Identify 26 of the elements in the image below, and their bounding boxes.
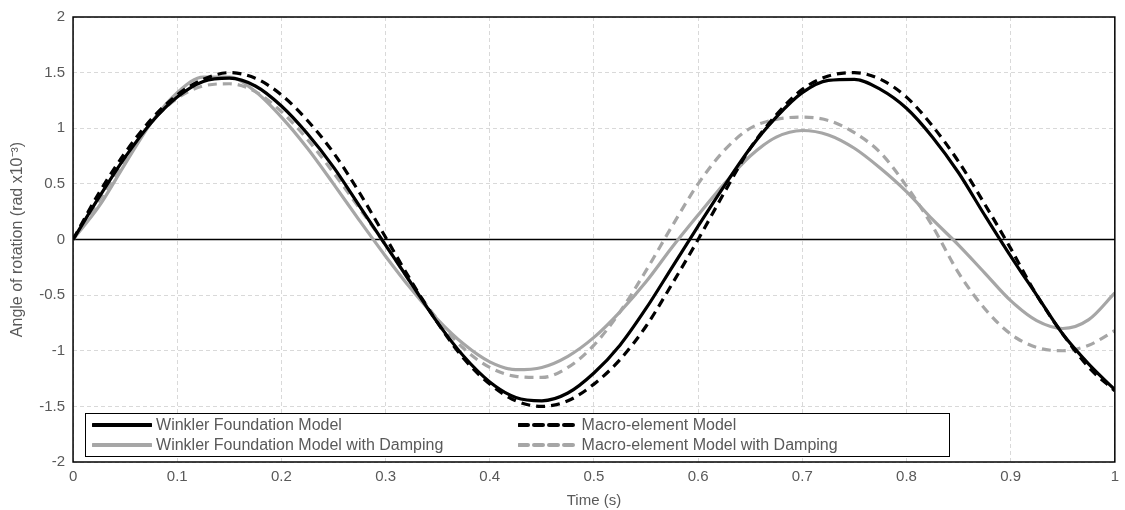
- x-tick-label: 0.5: [583, 467, 605, 485]
- y-tick-label: 1: [56, 118, 66, 136]
- y-tick-label: 0.5: [44, 174, 66, 192]
- y-axis-title: Angle of rotation (rad x10⁻³): [8, 141, 26, 338]
- y-tick-label: -2: [51, 452, 66, 470]
- legend-label: Macro-element Model with Damping: [581, 435, 838, 455]
- x-tick-label: 0.1: [166, 467, 188, 485]
- y-tick-label: 2: [56, 7, 66, 25]
- x-tick-label: 0.6: [687, 467, 709, 485]
- x-tick-label: 0.7: [791, 467, 813, 485]
- legend-label: Winkler Foundation Model with Damping: [156, 435, 444, 455]
- x-tick-label: 0.4: [479, 467, 501, 485]
- y-tick-label: -0.5: [39, 285, 66, 303]
- x-axis-title: Time (s): [566, 491, 622, 509]
- y-tick-label: -1: [51, 340, 66, 358]
- y-tick-label: 0: [56, 229, 66, 247]
- legend-label: Macro-element Model: [581, 415, 737, 435]
- y-tick-label: -1.5: [39, 396, 66, 414]
- legend-label: Winkler Foundation Model: [156, 415, 342, 435]
- x-tick-label: 0: [68, 467, 78, 485]
- x-tick-label: 1: [1110, 467, 1119, 485]
- y-tick-label: 1.5: [44, 62, 66, 80]
- x-tick-label: 0.8: [896, 467, 917, 485]
- x-tick-label: 0.9: [1000, 467, 1022, 485]
- x-tick-label: 0.3: [375, 467, 397, 485]
- x-tick-label: 0.2: [270, 467, 292, 485]
